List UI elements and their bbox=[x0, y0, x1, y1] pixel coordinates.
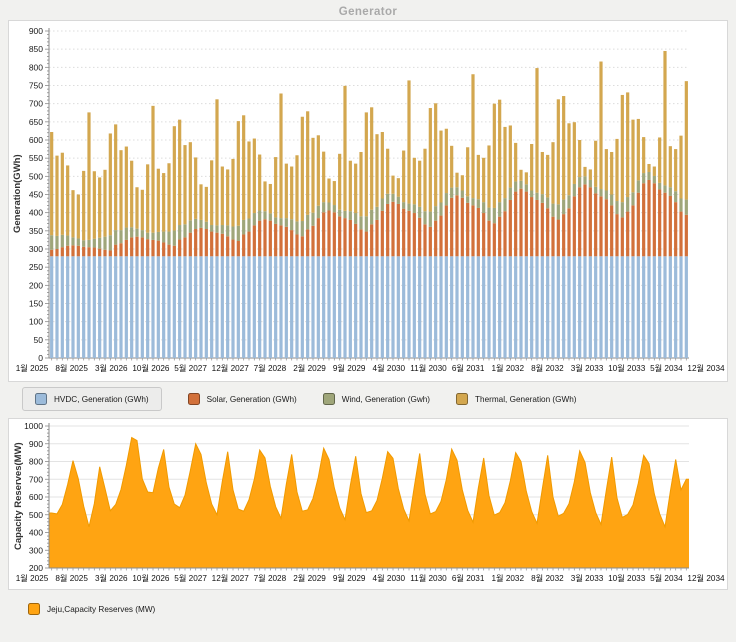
generation-chart-panel: Generator Generation(GWh) 0 50 100 150 200 25… bbox=[8, 6, 728, 382]
legend-item-hvdc[interactable]: HVDC, Generation (GWh) bbox=[22, 387, 162, 411]
svg-text:200: 200 bbox=[29, 563, 43, 573]
svg-text:12월 2034: 12월 2034 bbox=[687, 363, 725, 373]
generation-legend: HVDC, Generation (GWh) Solar, Generation… bbox=[22, 387, 577, 411]
svg-text:10월 2033: 10월 2033 bbox=[608, 573, 646, 583]
svg-text:5월 2027: 5월 2027 bbox=[174, 363, 207, 373]
svg-text:50: 50 bbox=[34, 335, 44, 345]
hvdc-series-swatch-icon bbox=[35, 393, 47, 405]
svg-text:2월 2029: 2월 2029 bbox=[293, 573, 326, 583]
svg-text:400: 400 bbox=[29, 208, 43, 218]
svg-text:3월 2026: 3월 2026 bbox=[95, 573, 128, 583]
legend-label-jeju-reserves: Jeju,Capacity Reserves (MW) bbox=[47, 604, 156, 614]
svg-text:9월 2029: 9월 2029 bbox=[333, 573, 366, 583]
svg-text:8월 2025: 8월 2025 bbox=[55, 363, 88, 373]
legend-label-thermal: Thermal, Generation (GWh) bbox=[475, 394, 577, 404]
svg-text:500: 500 bbox=[29, 171, 43, 181]
svg-text:12월 2027: 12월 2027 bbox=[212, 573, 250, 583]
svg-text:8월 2025: 8월 2025 bbox=[55, 573, 88, 583]
svg-text:8월 2032: 8월 2032 bbox=[531, 573, 564, 583]
capacity-reserves-area-chart: 200 300 400 500 600 700 800 900 1000 1월 2025 8월 20… bbox=[16, 421, 725, 583]
capacity-reserves-chart-panel: Capacity Reserves(MW) 200 300 400 500 600 700… bbox=[8, 418, 728, 590]
svg-text:0: 0 bbox=[38, 353, 43, 363]
svg-text:1월 2032: 1월 2032 bbox=[491, 573, 524, 583]
svg-text:3월 2026: 3월 2026 bbox=[95, 363, 128, 373]
svg-text:6월 2031: 6월 2031 bbox=[452, 573, 485, 583]
svg-text:2월 2029: 2월 2029 bbox=[293, 363, 326, 373]
svg-text:6월 2031: 6월 2031 bbox=[452, 363, 485, 373]
svg-text:9월 2029: 9월 2029 bbox=[333, 363, 366, 373]
legend-label-wind: Wind, Generation (Gwh) bbox=[341, 394, 431, 404]
svg-text:550: 550 bbox=[29, 153, 43, 163]
svg-text:800: 800 bbox=[29, 62, 43, 72]
legend-item-thermal[interactable]: Thermal, Generation (GWh) bbox=[456, 393, 577, 405]
svg-text:800: 800 bbox=[29, 457, 43, 467]
svg-text:5월 2027: 5월 2027 bbox=[174, 573, 207, 583]
svg-text:700: 700 bbox=[29, 99, 43, 109]
svg-text:7월 2028: 7월 2028 bbox=[254, 363, 287, 373]
svg-text:900: 900 bbox=[29, 439, 43, 449]
svg-text:250: 250 bbox=[29, 262, 43, 272]
generation-stacked-bar-chart: 0 50 100 150 200 250 300 350 400 450 500 550 600 650 7… bbox=[16, 26, 725, 373]
svg-text:11월 2030: 11월 2030 bbox=[410, 363, 447, 373]
svg-text:4월 2030: 4월 2030 bbox=[373, 363, 406, 373]
legend-label-solar: Solar, Generation (GWh) bbox=[206, 394, 297, 404]
svg-text:3월 2033: 3월 2033 bbox=[571, 573, 604, 583]
svg-text:500: 500 bbox=[29, 510, 43, 520]
svg-text:350: 350 bbox=[29, 226, 43, 236]
svg-text:12월 2027: 12월 2027 bbox=[212, 363, 250, 373]
svg-text:100: 100 bbox=[29, 317, 43, 327]
svg-text:400: 400 bbox=[29, 528, 43, 538]
thermal-series-swatch-icon bbox=[456, 393, 469, 405]
svg-text:1월 2032: 1월 2032 bbox=[491, 363, 524, 373]
svg-text:10월 2026: 10월 2026 bbox=[132, 363, 170, 373]
svg-text:3월 2033: 3월 2033 bbox=[571, 363, 604, 373]
generation-chart-title: Generator bbox=[338, 6, 398, 18]
legend-label-hvdc: HVDC, Generation (GWh) bbox=[54, 394, 149, 404]
svg-text:450: 450 bbox=[29, 190, 43, 200]
svg-text:1000: 1000 bbox=[24, 421, 43, 431]
jeju-reserves-swatch-icon bbox=[28, 603, 40, 615]
svg-text:5월 2034: 5월 2034 bbox=[650, 363, 683, 373]
svg-text:750: 750 bbox=[29, 81, 43, 91]
solar-series-swatch-icon bbox=[187, 393, 200, 405]
svg-text:900: 900 bbox=[29, 26, 43, 36]
svg-text:850: 850 bbox=[29, 44, 43, 54]
svg-text:650: 650 bbox=[29, 117, 43, 127]
svg-text:7월 2028: 7월 2028 bbox=[254, 573, 287, 583]
wind-series-swatch-icon bbox=[322, 393, 335, 405]
svg-text:5월 2034: 5월 2034 bbox=[650, 573, 683, 583]
svg-text:300: 300 bbox=[29, 244, 43, 254]
svg-text:11월 2030: 11월 2030 bbox=[410, 573, 447, 583]
legend-item-jeju-reserves[interactable]: Jeju,Capacity Reserves (MW) bbox=[28, 603, 155, 615]
svg-text:10월 2026: 10월 2026 bbox=[132, 573, 170, 583]
svg-text:150: 150 bbox=[29, 299, 43, 309]
svg-text:200: 200 bbox=[29, 280, 43, 290]
legend-item-solar[interactable]: Solar, Generation (GWh) bbox=[187, 393, 297, 405]
svg-text:1월 2025: 1월 2025 bbox=[16, 573, 49, 583]
svg-text:600: 600 bbox=[29, 492, 43, 502]
svg-text:12월 2034: 12월 2034 bbox=[687, 573, 725, 583]
svg-text:4월 2030: 4월 2030 bbox=[373, 573, 406, 583]
svg-text:700: 700 bbox=[29, 474, 43, 484]
reserves-legend: Jeju,Capacity Reserves (MW) bbox=[28, 603, 155, 615]
svg-text:1월 2025: 1월 2025 bbox=[16, 363, 49, 373]
legend-item-wind[interactable]: Wind, Generation (Gwh) bbox=[322, 393, 431, 405]
svg-text:600: 600 bbox=[29, 135, 43, 145]
svg-text:10월 2033: 10월 2033 bbox=[608, 363, 646, 373]
svg-text:300: 300 bbox=[29, 545, 43, 555]
svg-text:8월 2032: 8월 2032 bbox=[531, 363, 564, 373]
